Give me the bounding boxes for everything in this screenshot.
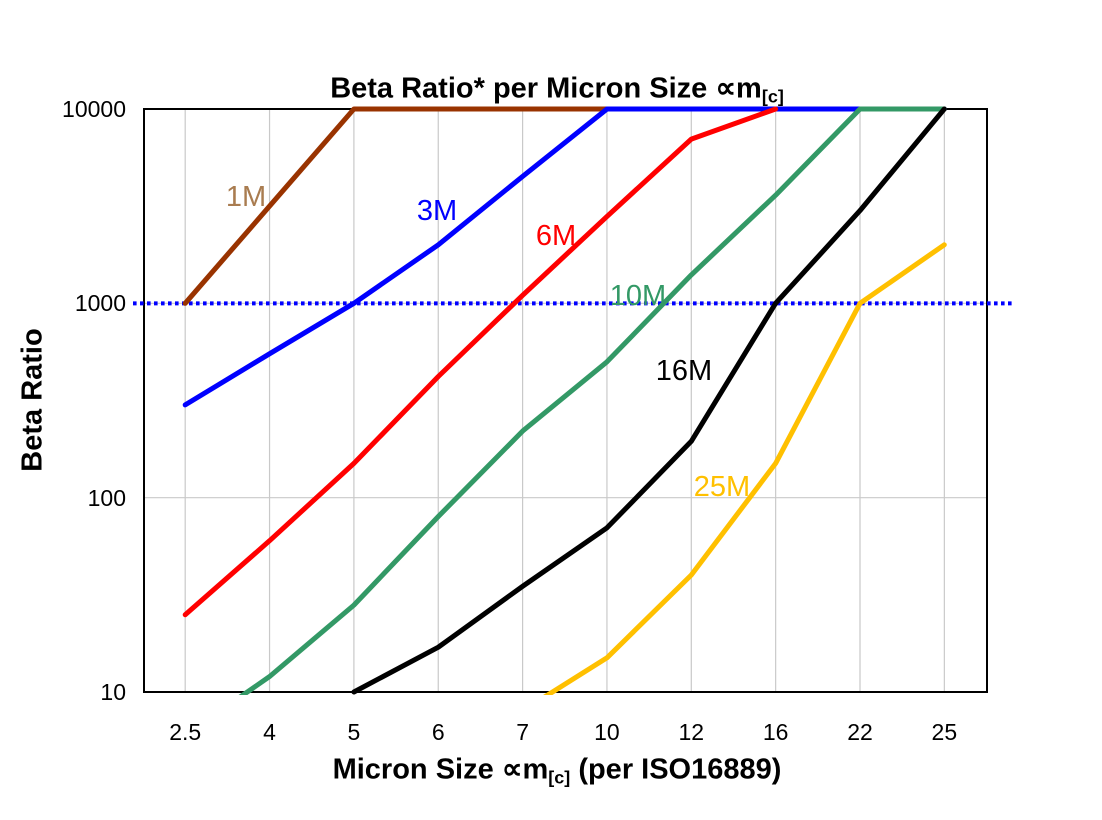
x-tick-7: 7 (516, 719, 529, 745)
x-tick-25: 25 (931, 719, 958, 745)
series-label-25M: 25M (693, 471, 751, 503)
chart-title-text: Beta Ratio* per Micron Size ∝m (330, 72, 762, 105)
series-label-16M: 16M (655, 355, 713, 387)
x-tick-5: 5 (347, 719, 361, 745)
series-line-3M (182, 106, 947, 408)
y-tick-1000: 1000 (74, 290, 126, 317)
series-label-6M: 6M (535, 220, 577, 252)
chart-title: Beta Ratio* per Micron Size ∝m[c] (330, 71, 784, 107)
chart-title-subscript: [c] (761, 86, 784, 107)
x-tick-12: 12 (678, 719, 705, 745)
series-label-10M: 10M (609, 280, 667, 312)
series-line-10M (238, 106, 947, 695)
x-tick-2.5: 2.5 (169, 719, 202, 745)
x-tick-4: 4 (263, 719, 276, 745)
x-axis-title: Micron Size ∝m[c] (per ISO16889) (332, 752, 782, 788)
series-label-3M: 3M (416, 195, 458, 227)
y-tick-100: 100 (87, 484, 126, 511)
x-axis-title-tail: (per ISO16889) (570, 753, 782, 786)
x-tick-6: 6 (431, 719, 445, 745)
x-tick-16: 16 (762, 719, 789, 745)
x-tick-22: 22 (847, 719, 873, 745)
series-line-16M (351, 106, 947, 695)
series-label-1M: 1M (225, 181, 267, 213)
x-axis-title-text: Micron Size ∝m (332, 753, 549, 786)
y-tick-10000: 10000 (62, 96, 126, 122)
y-tick-10: 10 (100, 679, 126, 705)
x-axis-title-subscript: [c] (548, 767, 571, 788)
series-line-6M (182, 106, 779, 618)
y-axis-title: Beta Ratio (16, 328, 49, 472)
series-line-25M (543, 242, 947, 695)
x-tick-10: 10 (594, 719, 620, 745)
